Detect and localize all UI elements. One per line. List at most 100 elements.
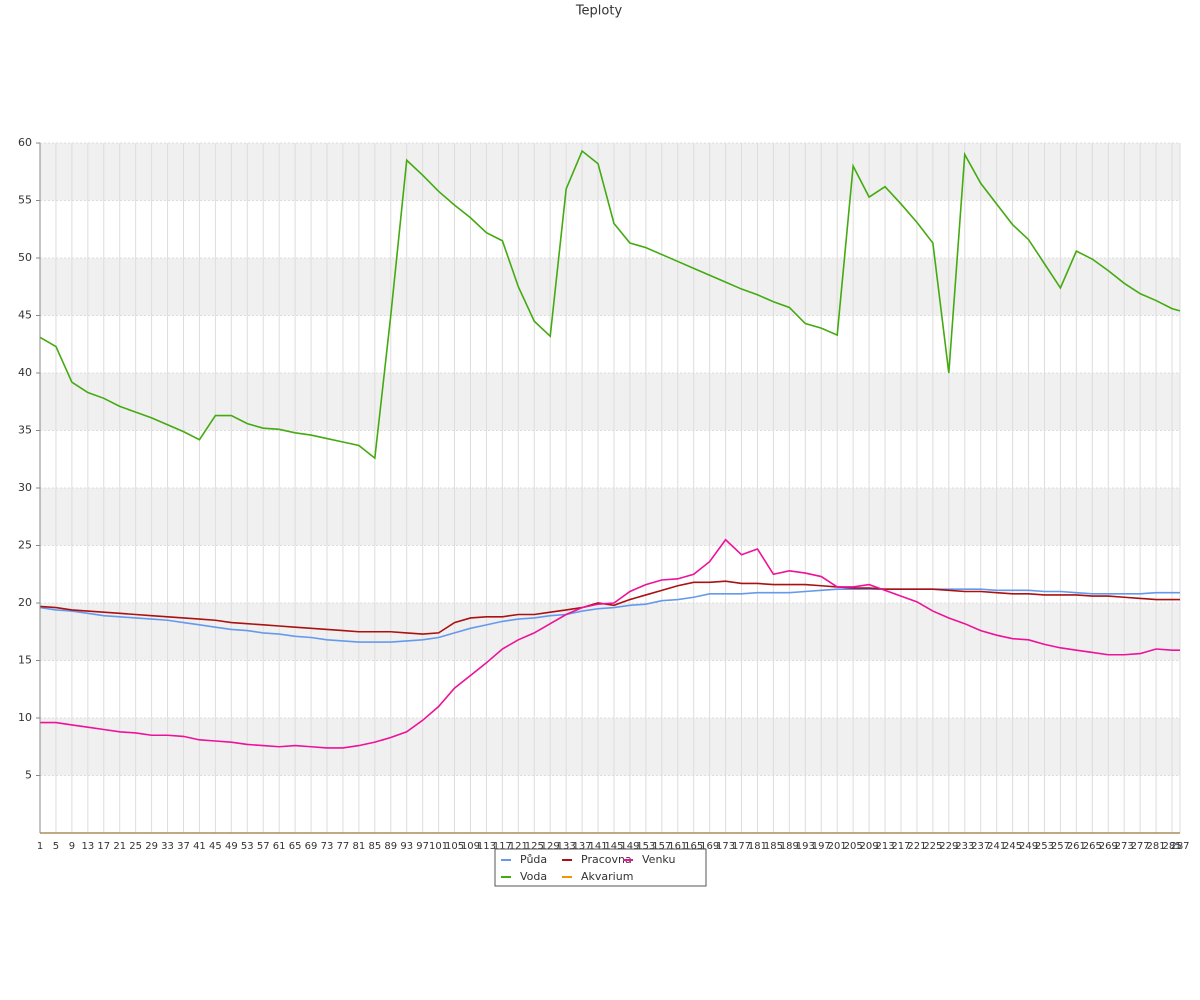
x-tick-label: 77 bbox=[337, 841, 350, 852]
x-tick-label: 41 bbox=[193, 841, 206, 852]
x-tick-label: 85 bbox=[368, 841, 381, 852]
legend-box bbox=[494, 848, 707, 887]
y-tick-label: 35 bbox=[18, 424, 32, 437]
series-line bbox=[39, 149, 1181, 460]
x-tick-label: 241 bbox=[987, 841, 1006, 852]
x-tick-label: 117 bbox=[493, 841, 512, 852]
grid-band bbox=[40, 258, 1180, 316]
y-tick-label: 30 bbox=[18, 481, 32, 494]
x-tick-label: 181 bbox=[748, 841, 767, 852]
x-tick-label: 287 bbox=[1170, 841, 1189, 852]
x-tick-label: 89 bbox=[384, 841, 397, 852]
series-line bbox=[39, 580, 1180, 635]
x-tick-label: 265 bbox=[1083, 841, 1102, 852]
series-line bbox=[39, 588, 1180, 643]
x-tick-label: 245 bbox=[1003, 841, 1022, 852]
y-tick-label: 25 bbox=[18, 539, 32, 552]
x-tick-label: 57 bbox=[257, 841, 270, 852]
x-tick-label: 65 bbox=[289, 841, 302, 852]
x-tick-label: 81 bbox=[353, 841, 366, 852]
grid-band bbox=[40, 373, 1180, 431]
x-tick-label: 253 bbox=[1035, 841, 1054, 852]
x-tick-label: 285 bbox=[1162, 841, 1181, 852]
x-tick-label: 281 bbox=[1147, 841, 1166, 852]
x-tick-label: 233 bbox=[955, 841, 974, 852]
x-tick-label: 1 bbox=[37, 841, 43, 852]
y-tick-label: 40 bbox=[18, 366, 32, 379]
grid-band bbox=[40, 143, 1180, 201]
x-tick-label: 189 bbox=[780, 841, 799, 852]
x-tick-label: 25 bbox=[129, 841, 142, 852]
x-tick-label: 173 bbox=[716, 841, 735, 852]
x-tick-label: 237 bbox=[971, 841, 990, 852]
x-tick-label: 137 bbox=[573, 841, 592, 852]
x-tick-label: 269 bbox=[1099, 841, 1118, 852]
chart-title: Teploty bbox=[575, 4, 623, 19]
x-tick-label: 169 bbox=[700, 841, 719, 852]
x-tick-label: 273 bbox=[1115, 841, 1134, 852]
x-tick-label: 5 bbox=[53, 841, 59, 852]
x-tick-label: 61 bbox=[273, 841, 286, 852]
x-tick-label: 21 bbox=[113, 841, 126, 852]
y-tick-label: 10 bbox=[18, 711, 32, 724]
grid-band bbox=[40, 603, 1180, 661]
x-tick-label: 201 bbox=[828, 841, 847, 852]
y-tick-label: 5 bbox=[25, 769, 32, 782]
x-tick-label: 9 bbox=[69, 841, 75, 852]
x-tick-label: 13 bbox=[81, 841, 94, 852]
x-tick-label: 93 bbox=[400, 841, 413, 852]
x-tick-label: 221 bbox=[907, 841, 926, 852]
x-tick-label: 217 bbox=[891, 841, 910, 852]
x-tick-label: 149 bbox=[620, 841, 639, 852]
x-tick-label: 129 bbox=[541, 841, 560, 852]
x-tick-label: 49 bbox=[225, 841, 238, 852]
x-tick-label: 29 bbox=[145, 841, 158, 852]
x-tick-label: 37 bbox=[177, 841, 190, 852]
legend-label: Pracovna bbox=[581, 853, 632, 866]
x-tick-label: 53 bbox=[241, 841, 254, 852]
x-tick-label: 97 bbox=[416, 841, 429, 852]
legend-label: Akvarium bbox=[581, 870, 633, 883]
y-tick-label: 50 bbox=[18, 251, 32, 264]
x-tick-label: 69 bbox=[305, 841, 318, 852]
x-tick-label: 153 bbox=[636, 841, 655, 852]
x-tick-label: 121 bbox=[509, 841, 528, 852]
x-tick-label: 145 bbox=[604, 841, 623, 852]
x-tick-label: 45 bbox=[209, 841, 222, 852]
x-tick-label: 185 bbox=[764, 841, 783, 852]
legend-label: Půda bbox=[520, 853, 547, 866]
x-tick-label: 101 bbox=[429, 841, 448, 852]
x-tick-label: 161 bbox=[668, 841, 687, 852]
x-tick-label: 73 bbox=[321, 841, 334, 852]
x-tick-label: 17 bbox=[97, 841, 110, 852]
x-tick-label: 225 bbox=[923, 841, 942, 852]
x-tick-label: 213 bbox=[875, 841, 894, 852]
y-tick-label: 15 bbox=[18, 654, 32, 667]
legend-label: Venku bbox=[642, 853, 675, 866]
x-tick-label: 209 bbox=[860, 841, 879, 852]
grid-band bbox=[40, 488, 1180, 546]
x-tick-label: 205 bbox=[844, 841, 863, 852]
x-tick-label: 105 bbox=[445, 841, 464, 852]
x-tick-label: 197 bbox=[812, 841, 831, 852]
x-tick-label: 33 bbox=[161, 841, 174, 852]
y-tick-label: 20 bbox=[18, 596, 32, 609]
x-tick-label: 249 bbox=[1019, 841, 1038, 852]
x-tick-label: 109 bbox=[461, 841, 480, 852]
x-tick-label: 193 bbox=[796, 841, 815, 852]
x-tick-label: 277 bbox=[1131, 841, 1150, 852]
x-tick-label: 113 bbox=[477, 841, 496, 852]
x-tick-label: 141 bbox=[588, 841, 607, 852]
series-line bbox=[40, 538, 1180, 749]
x-tick-label: 177 bbox=[732, 841, 751, 852]
x-tick-label: 165 bbox=[684, 841, 703, 852]
x-tick-label: 257 bbox=[1051, 841, 1070, 852]
x-tick-label: 261 bbox=[1067, 841, 1086, 852]
x-tick-label: 157 bbox=[652, 841, 671, 852]
y-tick-label: 45 bbox=[18, 309, 32, 322]
grid-band bbox=[40, 718, 1180, 776]
y-tick-label: 60 bbox=[18, 136, 32, 149]
x-tick-label: 133 bbox=[557, 841, 576, 852]
x-tick-label: 125 bbox=[525, 841, 544, 852]
